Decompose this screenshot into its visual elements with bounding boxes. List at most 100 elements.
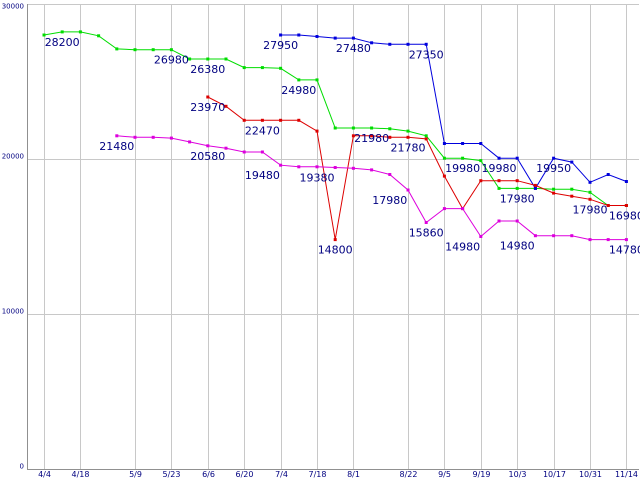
data-point [79,30,82,33]
data-point [552,234,555,237]
data-label: 19980 [482,162,517,175]
data-point [170,48,173,51]
data-point [498,187,501,190]
data-point [425,134,428,137]
data-point [134,136,137,139]
data-point [589,198,592,201]
data-point [498,220,501,223]
data-label: 26980 [154,54,189,67]
x-tick-label: 5/9 [129,470,142,479]
data-point [188,140,191,143]
data-label: 19480 [245,169,280,182]
data-point [425,221,428,224]
data-point [316,35,319,38]
data-label: 21980 [354,132,389,145]
grid-lines [27,4,639,470]
data-point [243,66,246,69]
data-label: 16980 [609,210,640,223]
y-tick-label: 0 [20,463,24,471]
data-point [297,165,300,168]
data-label: 27480 [336,42,371,55]
data-point [261,66,264,69]
data-point [407,130,410,133]
axes: 4/4 4/18 5/9 5/23 6/6 6/20 7/4 7/18 8/1 8/22 9/5 9/… [2,3,639,480]
data-point [443,157,446,160]
x-tick-label: 7/18 [309,470,327,479]
data-point [243,119,246,122]
data-labels: 2820026980263802498021980199801798016980… [45,36,640,257]
data-point [534,187,537,190]
data-label: 27350 [409,48,444,61]
data-point [97,34,100,37]
data-point [170,137,173,140]
x-tick-label: 8/22 [400,470,418,479]
data-point [461,207,464,210]
x-tick-label: 7/4 [275,470,288,479]
data-point [625,238,628,241]
data-point [461,157,464,160]
data-point [479,179,482,182]
x-tick-label: 4/18 [72,470,90,479]
data-label: 14800 [318,244,353,257]
data-point [297,119,300,122]
data-point [516,187,519,190]
data-point [388,173,391,176]
data-point [261,119,264,122]
data-point [570,195,573,198]
data-point [498,179,501,182]
data-point [152,48,155,51]
data-point [316,165,319,168]
data-point [589,191,592,194]
data-point [425,43,428,46]
data-point [407,136,410,139]
data-label: 28200 [45,36,80,49]
series-line-1 [44,32,626,206]
data-label: 15860 [409,227,444,240]
data-point [279,67,282,70]
data-point [552,157,555,160]
data-point [261,151,264,154]
data-point [388,127,391,130]
data-point [206,96,209,99]
data-point [607,238,610,241]
data-point [334,166,337,169]
data-point [516,220,519,223]
x-tick-label: 6/20 [236,470,254,479]
data-point [334,238,337,241]
data-point [352,37,355,40]
data-point [552,188,555,191]
data-point [206,58,209,61]
data-point [225,58,228,61]
data-point [61,30,64,33]
data-point [479,235,482,238]
data-point [625,204,628,207]
data-point [570,188,573,191]
data-point [589,238,592,241]
data-point [498,157,501,160]
x-tick-label: 8/1 [347,470,360,479]
data-point [279,164,282,167]
data-point [407,189,410,192]
data-point [516,179,519,182]
data-label: 21480 [99,140,134,153]
data-label: 14980 [500,240,535,253]
y-tick-label: 20000 [2,153,24,161]
series-group [43,30,628,241]
data-point [388,43,391,46]
data-point [352,167,355,170]
data-point [206,144,209,147]
data-point [407,43,410,46]
data-point [443,142,446,145]
data-point [370,168,373,171]
data-label: 20580 [190,150,225,163]
data-label: 19380 [300,172,335,185]
data-label: 21780 [391,141,426,154]
x-tick-label: 4/4 [38,470,51,479]
data-label: 22470 [245,124,280,137]
data-point [443,207,446,210]
data-point [479,142,482,145]
data-point [115,134,118,137]
data-point [516,157,519,160]
x-tick-label: 10/3 [509,470,527,479]
